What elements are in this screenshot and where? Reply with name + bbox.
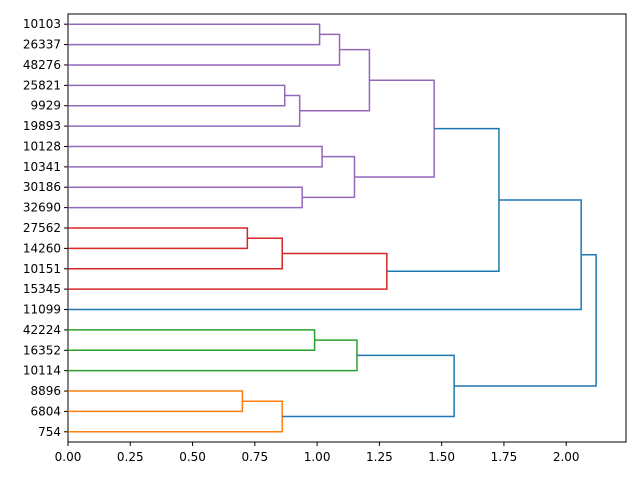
dendrogram-link-m1 — [68, 23, 321, 46]
dendrogram-link-m5 — [299, 48, 371, 112]
leaf-label: 10103 — [23, 17, 61, 31]
x-tick-label: 2.00 — [553, 450, 580, 464]
leaf-label: 6804 — [30, 404, 61, 418]
x-tick-label: 0.50 — [179, 450, 206, 464]
leaf-label: 10341 — [23, 160, 61, 174]
leaf-label: 10128 — [23, 139, 61, 153]
leaf-label: 19893 — [23, 119, 61, 133]
leaf-label: 9929 — [30, 99, 61, 113]
dendrogram-link-m10 — [68, 227, 249, 250]
leaf-label: 754 — [38, 425, 61, 439]
dendrogram-link-m7 — [68, 186, 303, 209]
leaf-label: 10151 — [23, 262, 61, 276]
leaf-label: 8896 — [30, 384, 61, 398]
leaf-label: 16352 — [23, 343, 61, 357]
x-axis-ticks: 0.00 0.25 0.50 0.75 1.00 1.25 1.50 1.75 2.00 — [55, 442, 580, 464]
dendrogram-links — [68, 23, 597, 433]
dendrogram-link-m17 — [68, 390, 244, 413]
leaf-label: 32690 — [23, 201, 61, 215]
dendrogram-link-m18 — [68, 400, 283, 433]
leaf-label: 48276 — [23, 58, 61, 72]
dendrogram-link-m13 — [386, 127, 500, 273]
dendrogram-link-m3 — [68, 84, 286, 107]
dendrogram-link-m14 — [68, 199, 582, 311]
dendrogram-link-m2 — [68, 33, 341, 66]
leaf-label: 27562 — [23, 221, 61, 235]
x-tick-label: 0.25 — [117, 450, 144, 464]
dendrogram-link-m12 — [68, 252, 388, 290]
leaf-label: 15345 — [23, 282, 61, 296]
dendrogram-link-m15 — [68, 329, 316, 352]
x-tick-label: 1.25 — [366, 450, 393, 464]
dendrogram-link-m16 — [68, 339, 358, 372]
leaf-labels: 10103 26337 48276 25821 9929 19893 10128 10341 3… — [23, 17, 68, 439]
x-tick-label: 0.75 — [241, 450, 268, 464]
dendrogram-link-m4 — [68, 94, 301, 127]
leaf-label: 11099 — [23, 303, 61, 317]
dendrogram-link-m11 — [68, 237, 283, 270]
x-tick-label: 1.75 — [491, 450, 518, 464]
dendrogram-link-m19 — [282, 354, 455, 418]
x-tick-label: 0.00 — [55, 450, 82, 464]
leaf-label: 26337 — [23, 38, 61, 52]
leaf-label: 42224 — [23, 323, 61, 337]
x-tick-label: 1.50 — [428, 450, 455, 464]
x-tick-label: 1.00 — [304, 450, 331, 464]
dendrogram-link-m8 — [302, 155, 356, 199]
leaf-label: 30186 — [23, 180, 61, 194]
dendrogram-link-m20 — [454, 254, 597, 387]
dendrogram-link-m9 — [354, 79, 435, 178]
leaf-label: 25821 — [23, 78, 61, 92]
dendrogram-link-m6 — [68, 145, 323, 168]
leaf-label: 14260 — [23, 241, 61, 255]
leaf-label: 10114 — [23, 364, 61, 378]
